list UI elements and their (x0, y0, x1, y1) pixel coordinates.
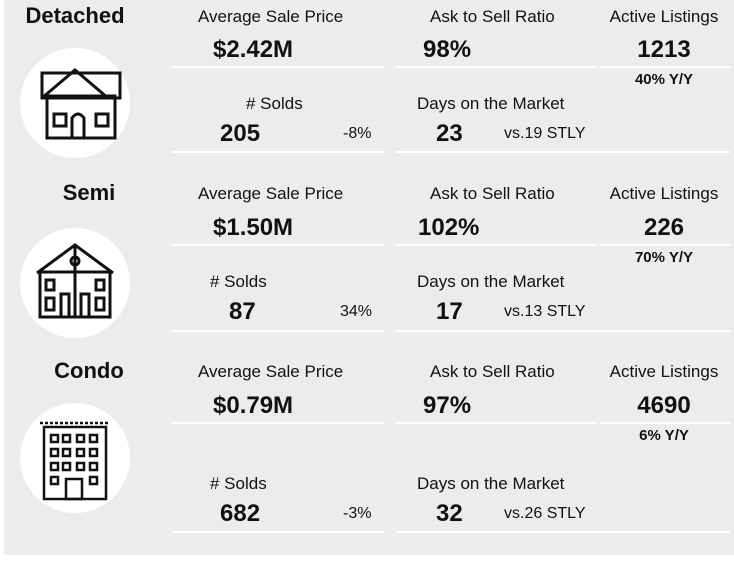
solds-value: 87 (229, 298, 256, 325)
active-listings-label: Active Listings (609, 7, 719, 26)
divider (396, 531, 730, 533)
divider (600, 244, 730, 246)
solds-change: -3% (343, 505, 372, 522)
ask-ratio-value: 102% (418, 214, 480, 241)
detached-house-icon (20, 48, 130, 158)
active-listings-value: 1213 (637, 36, 691, 63)
solds-label: # Solds (246, 94, 303, 113)
avg-price-value: $1.50M (213, 214, 294, 241)
dom-vs-stly: vs.26 STLY (504, 505, 586, 522)
divider (172, 330, 384, 332)
dom-value: 32 (436, 500, 463, 527)
divider (396, 244, 596, 246)
solds-change: 34% (340, 303, 373, 320)
divider (396, 422, 596, 424)
avg-price-label: Average Sale Price (198, 184, 344, 203)
divider (172, 151, 384, 153)
ask-ratio-label: Ask to Sell Ratio (430, 7, 555, 26)
active-listings-label: Active Listings (609, 184, 719, 203)
ask-ratio-value: 98% (423, 36, 472, 63)
dom-label: Days on the Market (417, 272, 565, 291)
ask-ratio-label: Ask to Sell Ratio (430, 362, 555, 381)
divider (600, 422, 730, 424)
divider (172, 531, 384, 533)
solds-change: -8% (343, 125, 372, 142)
divider (600, 66, 730, 68)
divider (396, 330, 730, 332)
solds-label: # Solds (210, 272, 267, 291)
section-title: Semi (62, 180, 116, 205)
solds-value: 205 (220, 120, 261, 147)
avg-price-label: Average Sale Price (198, 362, 344, 381)
avg-price-value: $0.79M (213, 392, 294, 419)
listings-yoy-change: 40% Y/Y (634, 71, 694, 88)
dom-vs-stly: vs.19 STLY (504, 125, 586, 142)
avg-price-label: Average Sale Price (198, 7, 344, 26)
divider (396, 66, 596, 68)
divider (172, 244, 384, 246)
listings-yoy-change: 70% Y/Y (634, 249, 694, 266)
active-listings-value: 226 (643, 214, 685, 241)
semi-detached-house-icon (20, 228, 130, 338)
divider (172, 66, 384, 68)
dom-value: 23 (436, 120, 463, 147)
solds-value: 682 (220, 500, 261, 527)
ask-ratio-label: Ask to Sell Ratio (430, 184, 555, 203)
dom-label: Days on the Market (417, 474, 565, 493)
divider (172, 422, 384, 424)
divider (396, 151, 730, 153)
condo-building-icon (20, 403, 130, 513)
dom-label: Days on the Market (417, 94, 565, 113)
active-listings-label: Active Listings (609, 362, 719, 381)
listings-yoy-change: 6% Y/Y (639, 427, 689, 444)
active-listings-value: 4690 (637, 392, 691, 419)
section-title: Detached (25, 3, 125, 28)
solds-label: # Solds (210, 474, 267, 493)
dom-value: 17 (436, 298, 463, 325)
ask-ratio-value: 97% (423, 392, 472, 419)
section-title: Condo (54, 358, 124, 383)
dom-vs-stly: vs.13 STLY (504, 303, 586, 320)
avg-price-value: $2.42M (213, 36, 294, 63)
